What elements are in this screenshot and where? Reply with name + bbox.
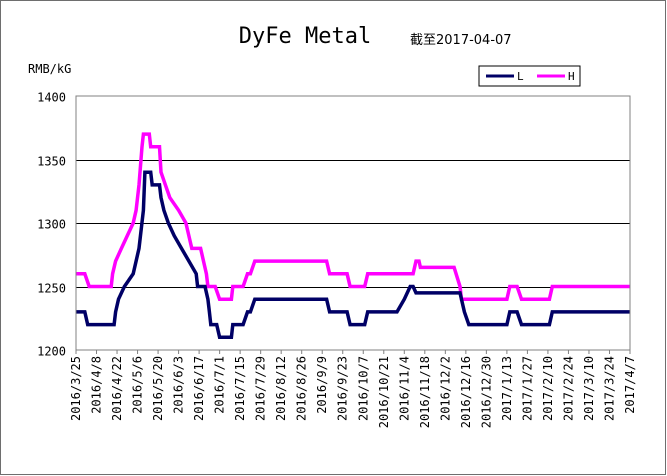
x-tick-label: 2016/12/2 <box>438 356 452 421</box>
series-line-H <box>76 132 630 301</box>
legend-label-H: H <box>568 70 575 83</box>
y-tick-label: 1300 <box>37 218 66 232</box>
y-tick-label: 1400 <box>37 91 66 105</box>
x-tick-label: 2016/10/21 <box>377 356 391 428</box>
legend-label-L: L <box>517 70 524 83</box>
x-tick-label: 2016/11/4 <box>397 356 411 421</box>
chart-title: DyFe Metal <box>239 24 371 49</box>
x-tick-label: 2016/7/1 <box>213 356 227 414</box>
x-tick-label: 2016/7/29 <box>254 356 268 421</box>
series-line-L <box>76 170 630 340</box>
x-tick-label: 2016/8/26 <box>295 356 309 421</box>
legend-box <box>478 65 581 87</box>
x-tick-label: 2016/12/30 <box>479 356 493 428</box>
x-tick-label: 2016/12/16 <box>459 356 473 428</box>
x-tick-label: 2016/6/3 <box>172 356 186 414</box>
x-tick-label: 2016/9/9 <box>315 356 329 414</box>
x-tick-label: 2016/11/18 <box>418 356 432 428</box>
y-tick-label: 1350 <box>37 155 66 169</box>
series-lines <box>76 132 630 340</box>
x-tick-label: 2016/6/17 <box>192 356 206 421</box>
x-tick-label: 2016/8/12 <box>274 356 288 421</box>
x-tick-label: 2016/5/20 <box>151 356 165 421</box>
x-tick-label: 2017/1/13 <box>500 356 514 421</box>
x-tick-label: 2017/1/27 <box>520 356 534 421</box>
x-tick-label: 2016/3/25 <box>69 356 83 421</box>
x-tick-label: 2017/3/24 <box>602 356 616 421</box>
x-tick-label: 2017/3/10 <box>582 356 596 421</box>
x-tick-label: 2017/2/10 <box>541 356 555 421</box>
x-tick-label: 2016/4/22 <box>110 356 124 421</box>
chart-subtitle: 截至2017-04-07 <box>410 33 512 48</box>
x-tick-label: 2016/10/7 <box>356 356 370 421</box>
x-tick-label: 2016/9/23 <box>336 356 350 421</box>
x-tick-label: 2016/7/15 <box>233 356 247 421</box>
plot-area-border <box>75 95 631 351</box>
x-tick-label: 2016/4/8 <box>90 356 104 414</box>
x-tick-label: 2017/4/7 <box>623 356 637 414</box>
x-tick-label: 2016/5/6 <box>131 356 145 414</box>
x-tick-label: 2017/2/24 <box>561 356 575 421</box>
y-tick-label: 1250 <box>37 282 66 296</box>
x-tick-labels: 2016/3/25 2016/4/8 2016/4/22 2016/5/6 2016/5… <box>69 350 637 428</box>
y-axis-label: RMB/kG <box>28 62 71 76</box>
y-tick-labels: 1200 1250 1300 1350 1400 <box>37 91 66 359</box>
y-tick-label: 1200 <box>37 345 66 359</box>
